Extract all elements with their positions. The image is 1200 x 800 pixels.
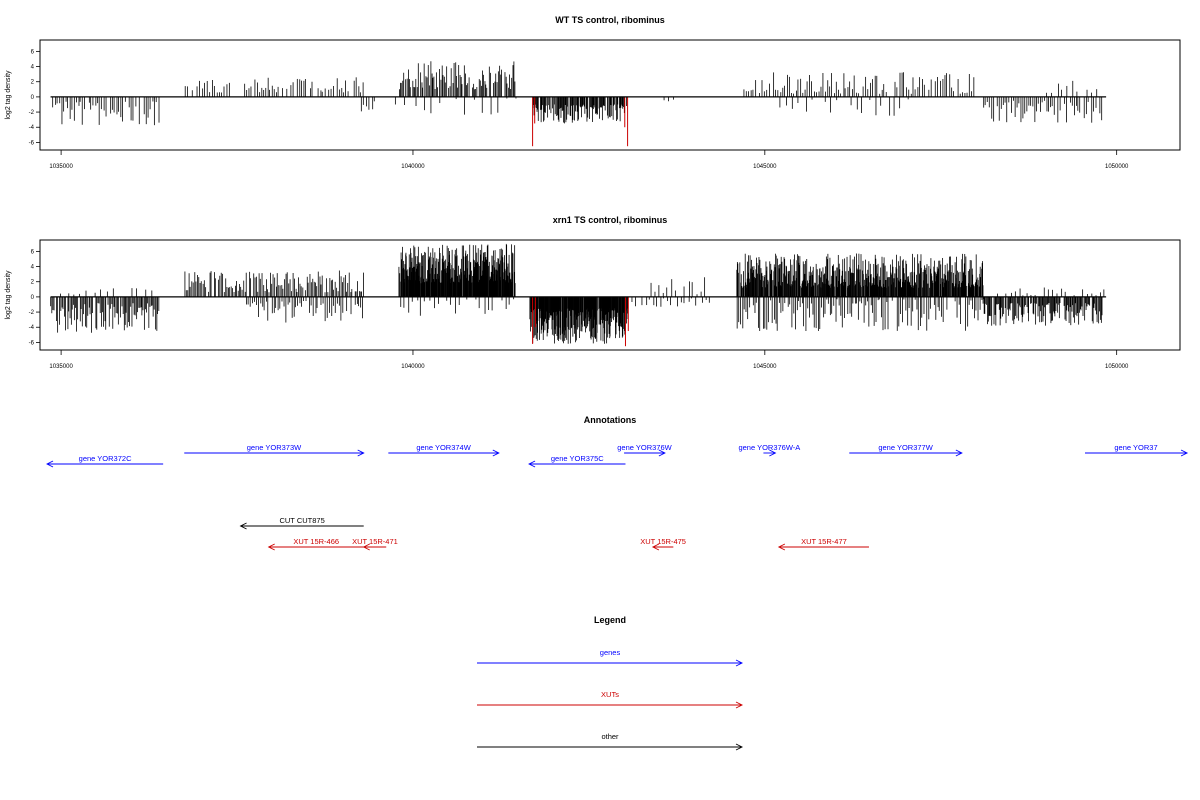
legend-label: XUTs	[601, 690, 619, 699]
gene-label: gene YOR37	[1114, 443, 1157, 452]
panel-title: xrn1 TS control, ribominus	[553, 215, 668, 225]
gene-arrow: gene YOR375C	[528, 454, 626, 468]
gene-arrow: gene YOR372C	[46, 454, 164, 468]
y-ticks: -6 -4 -2 0 2 4 6	[29, 249, 40, 346]
gene-label: gene YOR376W	[617, 443, 672, 452]
gene-arrow: gene YOR376W-A	[738, 443, 800, 457]
legend-title: Legend	[594, 615, 626, 625]
feature-arrow: XUT 15R-477	[777, 537, 869, 551]
gene-arrow: gene YOR374W	[388, 443, 500, 457]
feature-arrow: XUT 15R-471	[352, 537, 398, 551]
gene-label: gene YOR377W	[878, 443, 933, 452]
y-tick-label: 4	[31, 265, 35, 271]
y-tick-label: -6	[29, 140, 35, 146]
y-tick-label: -4	[29, 325, 35, 331]
x-tick-label: 1050000	[1105, 164, 1129, 170]
annotations-title: Annotations	[584, 415, 637, 425]
feature-label: XUT 15R-477	[801, 537, 847, 546]
gene-label: gene YOR372C	[79, 454, 132, 463]
legend-item: genes	[477, 648, 744, 667]
panel-title: WT TS control, ribominus	[555, 15, 665, 25]
feature-arrow: XUT 15R-475	[640, 537, 686, 551]
y-tick-label: -2	[29, 110, 35, 116]
feature-arrow: CUT CUT875	[239, 516, 364, 530]
legend-items: genes XUTs other	[477, 648, 744, 751]
x-tick-label: 1050000	[1105, 364, 1129, 370]
x-tick-label: 1035000	[49, 164, 73, 170]
gene-arrow: gene YOR377W	[849, 443, 963, 457]
gene-label: gene YOR376W-A	[738, 443, 800, 452]
legend-item: other	[477, 732, 744, 751]
legend-label: other	[601, 732, 619, 741]
y-tick-label: 2	[31, 80, 35, 86]
wt-density-panel: WT TS control, ribominus log2 tag densit…	[5, 15, 1181, 170]
gene-label: gene YOR375C	[551, 454, 604, 463]
y-ticks: -6 -4 -2 0 2 4 6	[29, 49, 40, 146]
y-tick-label: -4	[29, 125, 35, 131]
feature-label: XUT 15R-471	[352, 537, 398, 546]
density-bars	[50, 243, 1107, 347]
x-ticks: 1035000 1040000 1045000 1050000	[49, 350, 1129, 370]
gene-label: gene YOR373W	[247, 443, 302, 452]
y-tick-label: 6	[31, 49, 35, 55]
y-tick-label: 0	[31, 95, 35, 101]
legend-item: XUTs	[477, 690, 744, 709]
x-ticks: 1035000 1040000 1045000 1050000	[49, 150, 1129, 170]
y-axis-label: log2 tag density	[5, 270, 12, 320]
density-bars	[50, 61, 1107, 147]
feature-label: CUT CUT875	[279, 516, 324, 525]
annotation-items: gene YOR372C gene YOR373W gene YOR374W gene…	[46, 443, 1189, 551]
plot-frame	[39, 39, 1181, 151]
legend-label: genes	[600, 648, 621, 657]
y-tick-label: 4	[31, 65, 35, 71]
y-tick-label: 0	[31, 295, 35, 301]
plot-frame	[39, 239, 1181, 351]
feature-label: XUT 15R-466	[293, 537, 339, 546]
y-axis-label: log2 tag density	[5, 70, 12, 120]
legend: Legend genes XUTs other	[477, 615, 744, 751]
x-tick-label: 1045000	[753, 164, 777, 170]
y-tick-label: -6	[29, 340, 35, 346]
feature-arrow: XUT 15R-466	[267, 537, 364, 551]
gene-label: gene YOR374W	[416, 443, 471, 452]
xrn1-density-panel: xrn1 TS control, ribominus log2 tag dens…	[5, 215, 1181, 370]
x-tick-label: 1040000	[401, 164, 425, 170]
feature-label: XUT 15R-475	[640, 537, 686, 546]
x-tick-label: 1040000	[401, 364, 425, 370]
gene-arrow: gene YOR373W	[184, 443, 365, 457]
gene-arrow: gene YOR37	[1085, 443, 1189, 457]
x-tick-label: 1045000	[753, 364, 777, 370]
y-tick-label: 6	[31, 249, 35, 255]
gene-arrow: gene YOR376W	[617, 443, 673, 457]
y-tick-label: 2	[31, 280, 35, 286]
x-tick-label: 1035000	[49, 364, 73, 370]
y-tick-label: -2	[29, 310, 35, 316]
